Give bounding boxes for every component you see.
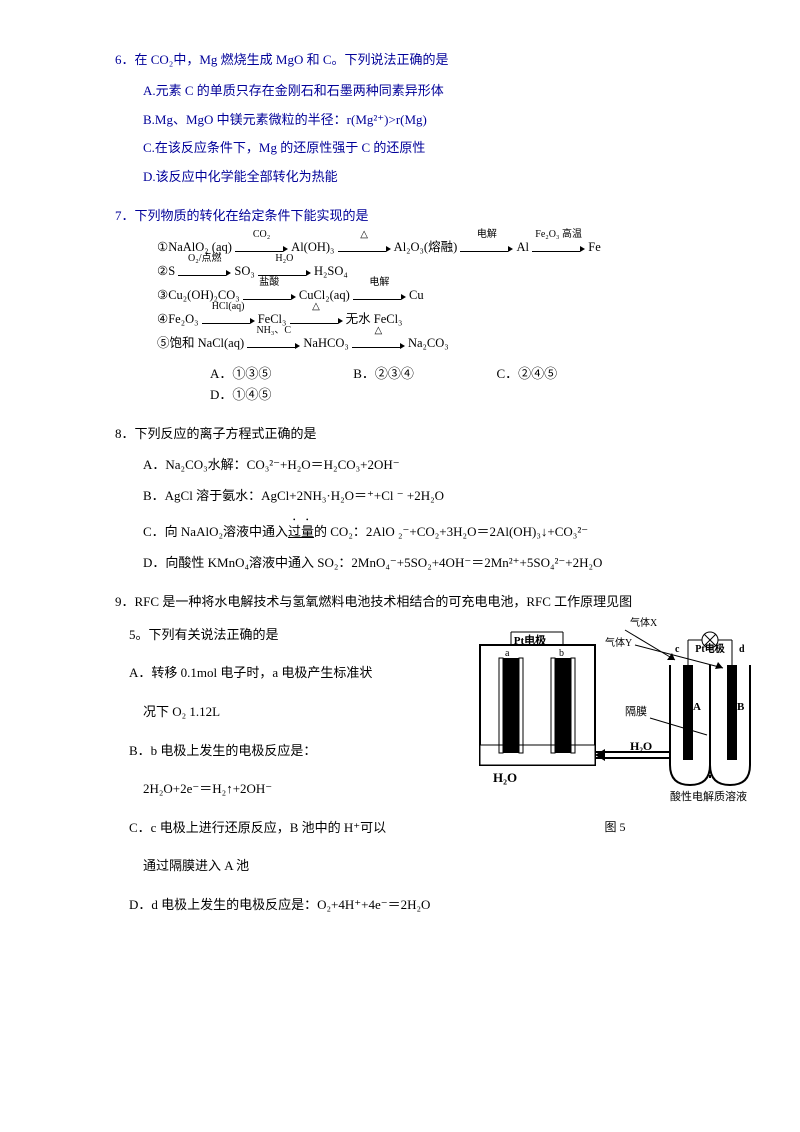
chain-5: ⑤饱和 NaCl(aq) NH₃、C NaHCO₃ △ Na₂CO₃ xyxy=(157,333,710,354)
h2o-right: H₂O xyxy=(630,739,652,753)
q9-option-b1: B．b 电极上发生的电极反应是： xyxy=(129,737,425,766)
h2o-left: H₂O xyxy=(493,770,517,785)
q9-option-c2: 通过隔膜进入 A 池 xyxy=(143,852,425,881)
q6-option-d: D.该反应中化学能全部转化为热能 xyxy=(143,167,710,188)
membrane-label: 隔膜 xyxy=(625,705,647,718)
q7-chains: ①NaAlO₂ (aq) CO₂ Al(OH)₃ △ Al₂O₃(熔融) 电解 … xyxy=(115,237,710,355)
gas-y: 气体Y xyxy=(605,636,632,649)
q8-option-b: B．AgCl 溶于氨水：AgCl+2NH₃·H₂O＝⁺+Cl ⁻ +2H₂O xyxy=(143,486,710,507)
chain-4: ④Fe₂O₃ HCl(aq) FeCl₃ △ 无水 FeCl₃ xyxy=(157,309,710,330)
q6-stem: 6．在 CO₂中，Mg 燃烧生成 MgO 和 C。下列说法正确的是 xyxy=(115,50,710,71)
solution-label: 酸性电解质溶液 xyxy=(670,789,747,803)
question-7: 7．下列物质的转化在给定条件下能实现的是 ①NaAlO₂ (aq) CO₂ Al… xyxy=(115,206,710,406)
gas-x: 气体X xyxy=(630,616,658,629)
q8-c-post: 的 CO₂：2AlO ₂⁻+CO₂+3H₂O＝2Al(OH)₃↓+CO₃²⁻ xyxy=(314,524,588,539)
q8-c-emphasis: 过量 xyxy=(288,524,314,539)
pt-left: Pt电极 xyxy=(514,633,547,647)
q7-stem: 7．下列物质的转化在给定条件下能实现的是 xyxy=(115,206,710,227)
label-b: b xyxy=(559,648,564,659)
q9-option-a1: A．转移 0.1mol 电子时，a 电极产生标准状 xyxy=(129,659,425,688)
q7-choice-b: B．②③④ xyxy=(353,364,493,385)
question-8: 8．下列反应的离子方程式正确的是 A．Na₂CO₃水解：CO₃²⁻+H₂O＝H₂… xyxy=(115,424,710,574)
label-a: a xyxy=(505,648,510,659)
q9-option-c1: C．c 电极上进行还原反应，B 池中的 H⁺可以 xyxy=(129,814,425,843)
label-d: d xyxy=(739,644,745,655)
q8-option-a: A．Na₂CO₃水解：CO₃²⁻+H₂O＝H₂CO₃+2OH⁻ xyxy=(143,455,710,476)
q7-choice-d: D．①④⑤ xyxy=(210,385,350,406)
q8-option-d: D．向酸性 KMnO₄溶液中通入 SO₂：2MnO₄⁻+5SO₂+4OH⁻＝2M… xyxy=(143,553,710,574)
q9-diagram: a b Pt电极 H₂O c d Pt电极 A B xyxy=(475,610,755,837)
q7-choice-c: C．②④⑤ xyxy=(497,364,637,385)
q9-option-b2: 2H₂O+2e⁻＝H₂↑+2OH⁻ xyxy=(143,775,425,804)
q6-option-c: C.在该反应条件下，Mg 的还原性强于 C 的还原性 xyxy=(143,138,710,159)
label-c: c xyxy=(675,644,680,655)
q8-option-c: C．向 NaAlO₂溶液中通入过量的 CO₂：2AlO ₂⁻+CO₂+3H₂O＝… xyxy=(143,516,710,543)
question-6: 6．在 CO₂中，Mg 燃烧生成 MgO 和 C。下列说法正确的是 A.元素 C… xyxy=(115,50,710,188)
q9-option-d: D．d 电极上发生的电极反应是：O₂+4H⁺+4e⁻＝2H₂O xyxy=(129,891,710,920)
q8-c-pre: C．向 NaAlO₂溶液中通入 xyxy=(143,524,288,539)
q9-stem2: 5。下列有关说法正确的是 xyxy=(129,621,425,650)
q7-choice-a: A．①③⑤ xyxy=(210,364,350,385)
label-B: B xyxy=(737,701,745,713)
q9-option-a2: 况下 O₂ 1.12L xyxy=(143,698,425,727)
label-A: A xyxy=(693,701,701,713)
q6-option-a: A.元素 C 的单质只存在金刚石和石墨两种同素异形体 xyxy=(143,81,710,102)
figure-caption: 图 5 xyxy=(475,818,755,837)
q7-choices: A．①③⑤ B．②③④ C．②④⑤ D．①④⑤ xyxy=(210,364,710,406)
rfc-diagram-svg: a b Pt电极 H₂O c d Pt电极 A B xyxy=(475,610,755,805)
q6-option-b: B.Mg、MgO 中镁元素微粒的半径：r(Mg²⁺)>r(Mg) xyxy=(143,110,710,131)
chain-2: ②S O₂/点燃 SO₃ H₂O H₂SO₄ xyxy=(157,261,710,282)
pt-right: Pt电极 xyxy=(695,642,725,655)
chain-1: ①NaAlO₂ (aq) CO₂ Al(OH)₃ △ Al₂O₃(熔融) 电解 … xyxy=(157,237,710,258)
q8-stem: 8．下列反应的离子方程式正确的是 xyxy=(115,424,710,445)
question-9: 9．RFC 是一种将水电解技术与氢氧燃料电池技术相结合的可充电电池，RFC 工作… xyxy=(115,592,710,920)
